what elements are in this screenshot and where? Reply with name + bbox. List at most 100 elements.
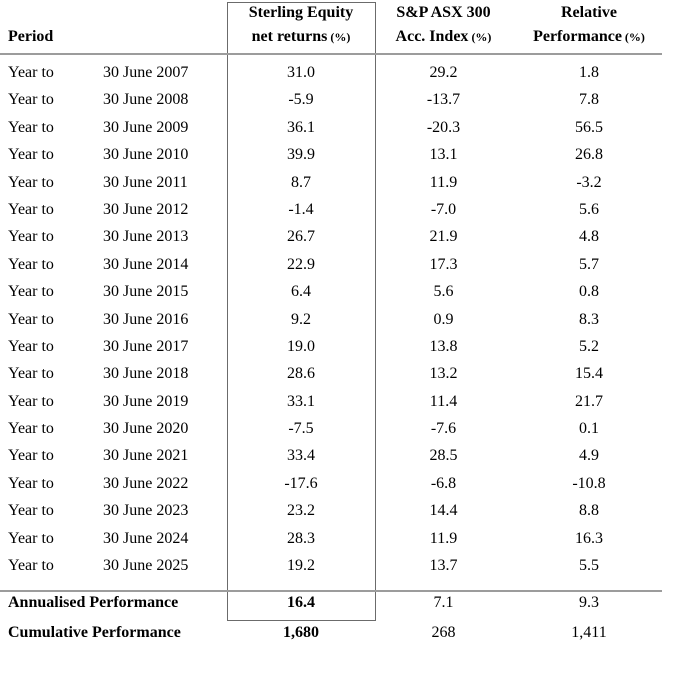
period-date: 30 June 2008	[103, 91, 189, 109]
index-return-value: 11.9	[429, 173, 458, 191]
table-row: Year to 30 June 2023 23.2 14.4 8.8	[0, 497, 662, 524]
period-prefix: Year to	[8, 365, 54, 383]
period-prefix: Year to	[8, 64, 54, 81]
sterling-return-value: 28.3	[287, 529, 315, 547]
sterling-return-value: 23.2	[287, 502, 315, 520]
column-header-sterling-line2: net returns (%)	[251, 28, 351, 45]
column-header-index-line1: S&P ASX 300	[396, 4, 491, 21]
period-prefix: Year to	[8, 557, 54, 575]
period-prefix: Year to	[8, 392, 54, 410]
index-return-value: 13.2	[429, 365, 458, 383]
relative-performance-value: 16.3	[575, 529, 603, 547]
annualised-sterling-value: 16.4	[287, 594, 315, 611]
sterling-return-value: 33.4	[287, 447, 315, 465]
sterling-return-value: 26.7	[287, 228, 315, 246]
table-row: Year to 30 June 2014 22.9 17.3 5.7	[0, 251, 662, 278]
percent-unit-label: (%)	[624, 30, 645, 44]
period-date: 30 June 2022	[103, 474, 189, 492]
annualised-performance-label: Annualised Performance	[8, 594, 179, 611]
index-return-value: -7.6	[430, 420, 457, 438]
index-return-value: -13.7	[426, 91, 461, 109]
sterling-return-value: -5.9	[288, 91, 314, 109]
period-prefix: Year to	[8, 173, 54, 191]
sterling-return-value: 28.6	[287, 365, 315, 383]
column-header-relative-line2: Performance (%)	[533, 28, 645, 45]
index-return-value: 0.9	[433, 310, 454, 328]
table-body: Year to 30 June 2007 31.0 29.2 1.8 Year …	[0, 59, 662, 579]
relative-performance-value: 5.2	[579, 337, 599, 355]
column-header-sterling: Sterling Equity net returns (%)	[227, 1, 375, 49]
relative-performance-value: 4.8	[579, 228, 599, 246]
table-row: Year to 30 June 2007 31.0 29.2 1.8	[0, 59, 662, 86]
table-row: Year to 30 June 2012 -1.4 -7.0 5.6	[0, 196, 662, 223]
index-return-value: 14.4	[429, 502, 458, 520]
period-date: 30 June 2009	[103, 118, 189, 136]
index-return-value: 13.1	[429, 146, 458, 164]
period-date: 30 June 2018	[103, 365, 189, 383]
period-prefix: Year to	[8, 420, 54, 438]
relative-performance-value: 4.9	[579, 447, 599, 465]
period-date: 30 June 2021	[103, 447, 189, 465]
sterling-return-value: 22.9	[287, 255, 315, 273]
relative-performance-value: 1.8	[579, 64, 599, 81]
table-row: Year to 30 June 2022 -17.6 -6.8 -10.8	[0, 470, 662, 497]
period-prefix: Year to	[8, 502, 54, 520]
period-prefix: Year to	[8, 283, 54, 301]
relative-performance-value: 7.8	[579, 91, 599, 109]
relative-performance-value: 5.6	[579, 200, 599, 218]
relative-performance-value: 5.7	[579, 255, 599, 273]
table-row: Year to 30 June 2009 36.1 -20.3 56.5	[0, 114, 662, 141]
sterling-return-value: 39.9	[287, 146, 315, 164]
table-row: Year to 30 June 2008 -5.9 -13.7 7.8	[0, 86, 662, 113]
column-header-relative: Relative Performance (%)	[514, 1, 664, 49]
sterling-return-value: 6.4	[291, 283, 311, 301]
index-return-value: 29.2	[429, 64, 458, 81]
relative-performance-value: 21.7	[575, 392, 603, 410]
cumulative-index-value: 268	[431, 624, 456, 641]
table-row: Year to 30 June 2020 -7.5 -7.6 0.1	[0, 415, 662, 442]
period-date: 30 June 2025	[103, 557, 189, 575]
percent-unit-label: (%)	[471, 30, 492, 44]
relative-performance-value: 8.8	[579, 502, 599, 520]
table-row: Year to 30 June 2018 28.6 13.2 15.4	[0, 360, 662, 387]
annualised-performance-row: Annualised Performance 16.4 7.1 9.3	[0, 592, 662, 614]
table-row: Year to 30 June 2024 28.3 11.9 16.3	[0, 525, 662, 552]
column-header-period: Period	[8, 28, 54, 45]
column-header-relative-line1: Relative	[561, 4, 617, 21]
period-date: 30 June 2007	[103, 64, 189, 81]
period-prefix: Year to	[8, 529, 54, 547]
column-header-index: S&P ASX 300 Acc. Index (%)	[375, 1, 512, 49]
relative-performance-value: 26.8	[575, 146, 603, 164]
table-row: Year to 30 June 2011 8.7 11.9 -3.2	[0, 169, 662, 196]
cumulative-relative-value: 1,411	[571, 624, 607, 641]
index-return-value: -6.8	[430, 474, 457, 492]
period-date: 30 June 2010	[103, 146, 189, 164]
period-date: 30 June 2020	[103, 420, 189, 438]
period-date: 30 June 2012	[103, 200, 189, 218]
period-prefix: Year to	[8, 118, 54, 136]
cumulative-sterling-value: 1,680	[283, 624, 319, 641]
period-date: 30 June 2024	[103, 529, 189, 547]
period-prefix: Year to	[8, 200, 54, 218]
index-return-value: -20.3	[426, 118, 461, 136]
index-return-value: 13.8	[429, 337, 458, 355]
index-return-value: 5.6	[433, 283, 454, 301]
table-row: Year to 30 June 2019 33.1 11.4 21.7	[0, 388, 662, 415]
period-date: 30 June 2015	[103, 283, 189, 301]
relative-performance-value: 0.8	[579, 283, 599, 301]
header-divider-rule	[0, 53, 662, 55]
period-date: 30 June 2011	[103, 173, 188, 191]
sterling-return-value: 8.7	[291, 173, 311, 191]
index-return-value: 17.3	[429, 255, 458, 273]
period-prefix: Year to	[8, 255, 54, 273]
period-date: 30 June 2016	[103, 310, 189, 328]
column-header-index-line2: Acc. Index (%)	[395, 28, 492, 45]
cumulative-performance-label: Cumulative Performance	[8, 624, 181, 641]
index-return-value: 11.4	[429, 392, 458, 410]
percent-unit-label: (%)	[330, 30, 351, 44]
index-return-value: 11.9	[429, 529, 458, 547]
period-prefix: Year to	[8, 337, 54, 355]
table-row: Year to 30 June 2017 19.0 13.8 5.2	[0, 333, 662, 360]
index-return-value: 21.9	[429, 228, 458, 246]
